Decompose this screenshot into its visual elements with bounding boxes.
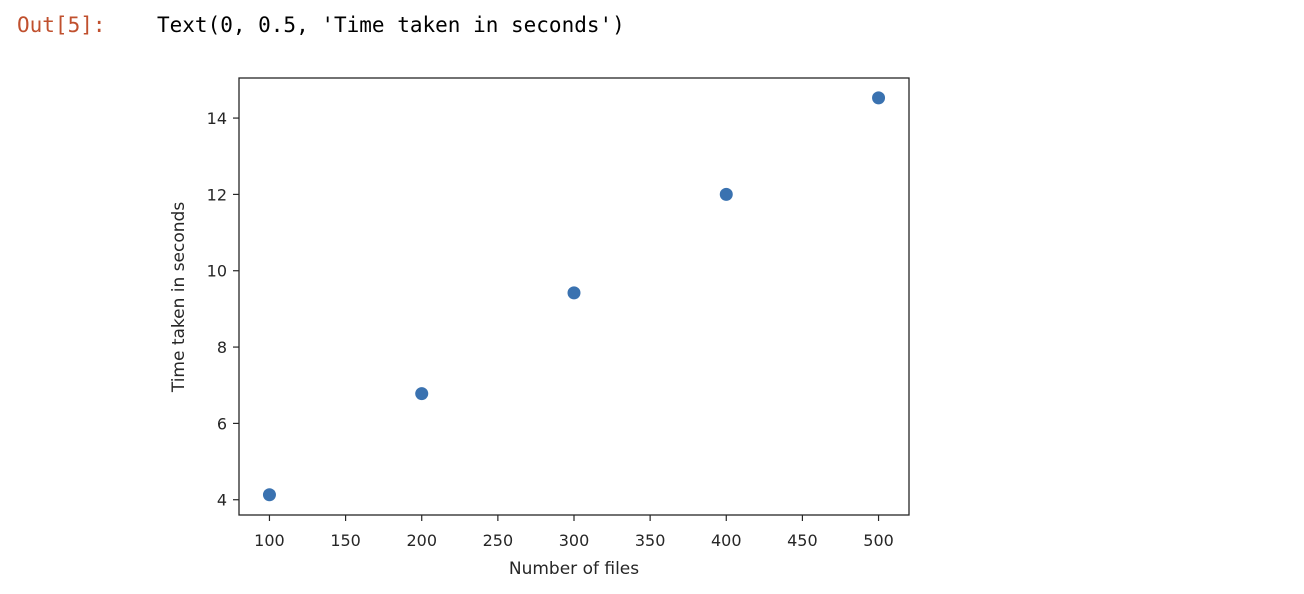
x-axis-ticks: 100 150 200 250 300 350 400 450 500 (254, 515, 894, 550)
scatter-point (872, 91, 886, 105)
output-repr-text: Text(0, 0.5, 'Time taken in seconds') (157, 13, 625, 37)
x-tick-label: 500 (863, 531, 894, 550)
x-tick-label: 200 (406, 531, 437, 550)
x-tick-label: 250 (483, 531, 514, 550)
y-tick-label: 14 (207, 109, 227, 128)
scatter-point (262, 488, 276, 502)
x-tick-label: 300 (559, 531, 590, 550)
x-tick-label: 150 (330, 531, 361, 550)
data-points (262, 91, 886, 502)
scatter-point (567, 286, 581, 300)
y-tick-label: 4 (217, 491, 227, 510)
x-tick-label: 400 (711, 531, 742, 550)
scatter-point (719, 187, 733, 201)
x-tick-label: 100 (254, 531, 285, 550)
x-tick-label: 350 (635, 531, 666, 550)
output-prompt: Out[5]: (17, 13, 106, 37)
y-tick-label: 12 (207, 185, 227, 204)
y-axis-ticks: 4 6 8 10 12 14 (207, 109, 239, 510)
x-tick-label: 450 (787, 531, 818, 550)
scatter-point (415, 387, 429, 401)
y-axis-label: Time taken in seconds (169, 202, 189, 393)
y-tick-label: 10 (207, 262, 227, 281)
y-tick-label: 8 (217, 338, 227, 357)
x-axis-label: Number of files (509, 559, 639, 579)
y-tick-label: 6 (217, 414, 227, 433)
